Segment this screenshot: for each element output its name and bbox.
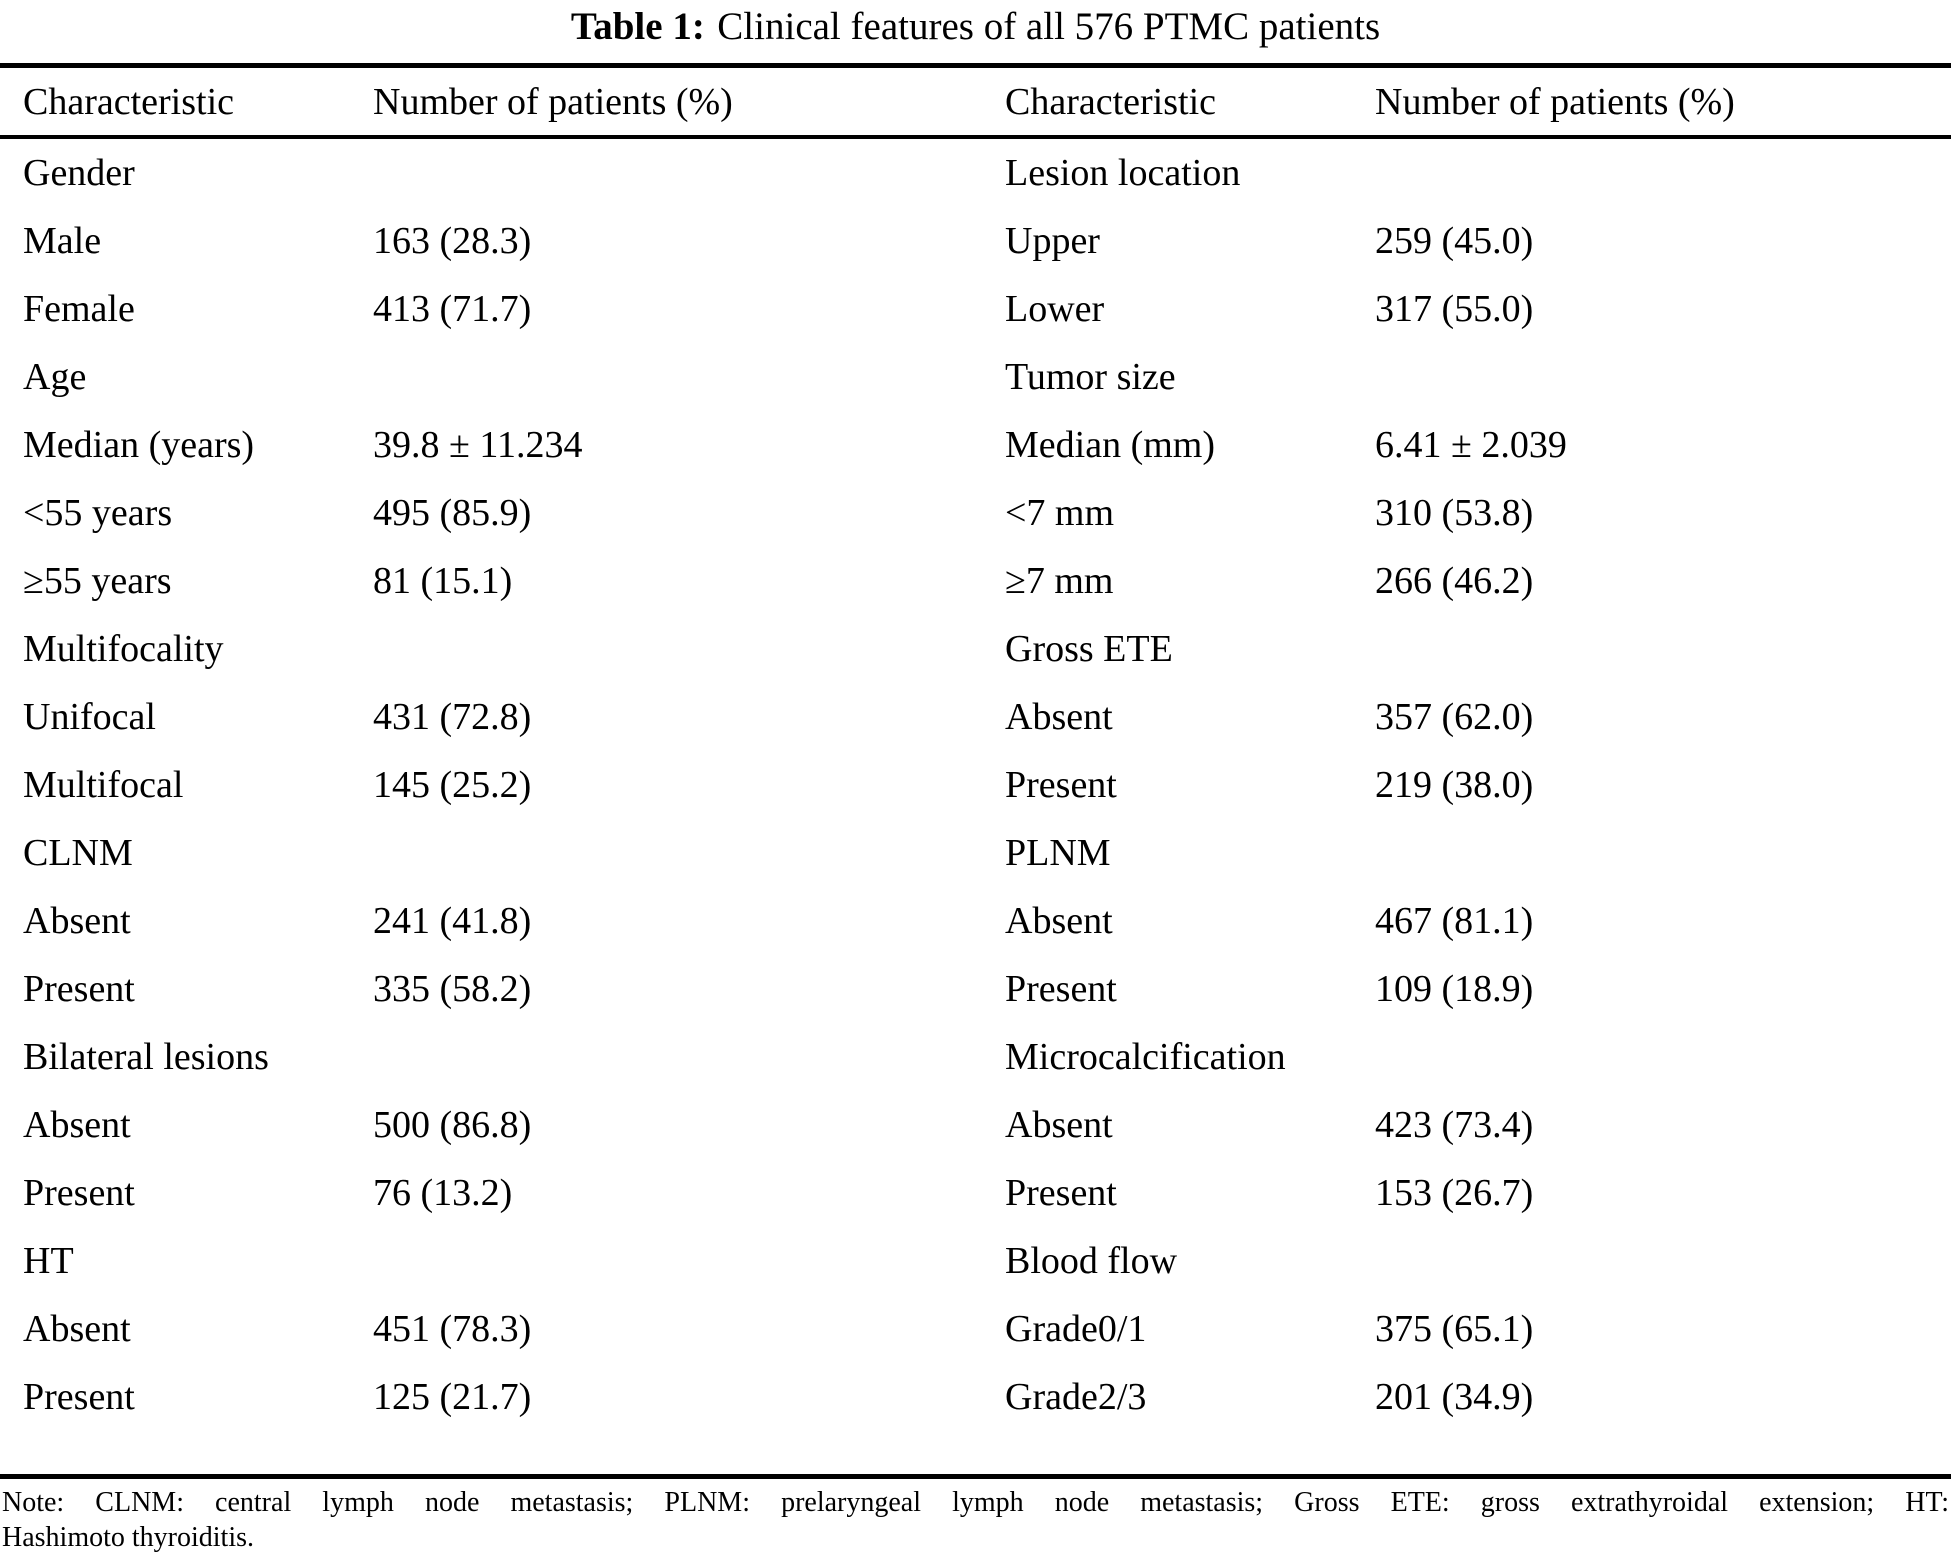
characteristic-cell: CLNM xyxy=(23,832,133,874)
characteristic-cell: Blood flow xyxy=(1005,1240,1178,1282)
value-cell: 259 (45.0) xyxy=(1375,220,1534,262)
characteristic-cell: Grade2/3 xyxy=(1005,1376,1147,1418)
header-characteristic-left: Characteristic xyxy=(23,80,235,123)
table-row: Bilateral lesions Microcalcification xyxy=(0,1023,1951,1091)
characteristic-cell: Present xyxy=(23,1376,135,1418)
table-row: ≥55 years 81 (15.1) ≥7 mm 266 (46.2) xyxy=(0,547,1951,615)
value-cell: 241 (41.8) xyxy=(373,900,532,942)
table-row: Absent 451 (78.3) Grade0/1 375 (65.1) xyxy=(0,1295,1951,1363)
value-cell: 317 (55.0) xyxy=(1375,288,1534,330)
value-cell: 467 (81.1) xyxy=(1375,900,1534,942)
characteristic-cell: Median (mm) xyxy=(1005,424,1216,466)
table-row: Absent 500 (86.8) Absent 423 (73.4) xyxy=(0,1091,1951,1159)
value-cell: 335 (58.2) xyxy=(373,968,532,1010)
characteristic-cell: Present xyxy=(23,1172,135,1214)
characteristic-cell: Microcalcification xyxy=(1005,1036,1286,1078)
value-cell: 153 (26.7) xyxy=(1375,1172,1534,1214)
value-cell: 375 (65.1) xyxy=(1375,1308,1534,1350)
characteristic-cell: PLNM xyxy=(1005,832,1111,874)
characteristic-cell: Median (years) xyxy=(23,424,255,466)
table-caption-label: Table 1: xyxy=(570,5,705,48)
characteristic-cell: Multifocal xyxy=(23,764,184,806)
table-caption-text: Clinical features of all 576 PTMC patien… xyxy=(717,5,1381,48)
characteristic-cell: Upper xyxy=(1005,220,1100,262)
characteristic-cell: Gross ETE xyxy=(1005,628,1173,670)
header-number-left: Number of patients (%) xyxy=(373,80,733,123)
header-rule xyxy=(0,135,1951,139)
value-cell: 145 (25.2) xyxy=(373,764,532,806)
value-cell: 6.41 ± 2.039 xyxy=(1375,424,1567,466)
characteristic-cell: Unifocal xyxy=(23,696,156,738)
table-row: <55 years 495 (85.9) <7 mm 310 (53.8) xyxy=(0,479,1951,547)
value-cell: 76 (13.2) xyxy=(373,1172,513,1214)
characteristic-cell: Absent xyxy=(23,1308,131,1350)
table-row: Multifocal 145 (25.2) Present 219 (38.0) xyxy=(0,751,1951,819)
header-characteristic-right: Characteristic xyxy=(1005,80,1217,123)
footnote-line-1: Note: CLNM: central lymph node metastasi… xyxy=(2,1487,1949,1518)
value-cell: 500 (86.8) xyxy=(373,1104,532,1146)
characteristic-cell: Age xyxy=(23,356,87,398)
value-cell: 201 (34.9) xyxy=(1375,1376,1534,1418)
table-row: Multifocality Gross ETE xyxy=(0,615,1951,683)
value-cell: 310 (53.8) xyxy=(1375,492,1534,534)
characteristic-cell: Male xyxy=(23,220,102,262)
characteristic-cell: Absent xyxy=(23,900,131,942)
table-row: Median (years) 39.8 ± 11.234 Median (mm)… xyxy=(0,411,1951,479)
table-caption: Table 1: Clinical features of all 576 PTM… xyxy=(0,0,1951,63)
table-header-row: Characteristic Number of patients (%) Ch… xyxy=(0,68,1951,135)
table-body: Gender Lesion location Male 163 (28.3) U… xyxy=(0,139,1951,1474)
table-row: HT Blood flow xyxy=(0,1227,1951,1295)
table-row: Absent 241 (41.8) Absent 467 (81.1) xyxy=(0,887,1951,955)
characteristic-cell: Multifocality xyxy=(23,628,224,670)
table-row: Gender Lesion location xyxy=(0,139,1951,207)
table-row: Present 335 (58.2) Present 109 (18.9) xyxy=(0,955,1951,1023)
value-cell: 413 (71.7) xyxy=(373,288,532,330)
characteristic-cell: Lesion location xyxy=(1005,152,1241,194)
bottom-rule xyxy=(0,1474,1951,1479)
value-cell: 266 (46.2) xyxy=(1375,560,1534,602)
table-row: Male 163 (28.3) Upper 259 (45.0) xyxy=(0,207,1951,275)
characteristic-cell: Absent xyxy=(1005,1104,1113,1146)
characteristic-cell: Present xyxy=(23,968,135,1010)
table-row: CLNM PLNM xyxy=(0,819,1951,887)
table-row: Female 413 (71.7) Lower 317 (55.0) xyxy=(0,275,1951,343)
value-cell: 431 (72.8) xyxy=(373,696,532,738)
characteristic-cell: HT xyxy=(23,1240,74,1282)
footnote-line-2: Hashimoto thyroiditis. xyxy=(2,1522,254,1553)
value-cell: 109 (18.9) xyxy=(1375,968,1534,1010)
table-footnote: Note: CLNM: central lymph node metastasi… xyxy=(0,1479,1951,1555)
characteristic-cell: ≥7 mm xyxy=(1005,560,1114,602)
characteristic-cell: Absent xyxy=(1005,900,1113,942)
value-cell: 423 (73.4) xyxy=(1375,1104,1534,1146)
characteristic-cell: Present xyxy=(1005,1172,1117,1214)
value-cell: 39.8 ± 11.234 xyxy=(373,424,583,466)
characteristic-cell: Absent xyxy=(23,1104,131,1146)
characteristic-cell: Present xyxy=(1005,764,1117,806)
characteristic-cell: Tumor size xyxy=(1005,356,1176,398)
value-cell: 163 (28.3) xyxy=(373,220,532,262)
table-row: Present 125 (21.7) Grade2/3 201 (34.9) xyxy=(0,1363,1951,1431)
characteristic-cell: Gender xyxy=(23,152,135,194)
value-cell: 451 (78.3) xyxy=(373,1308,532,1350)
top-rule xyxy=(0,63,1951,68)
value-cell: 495 (85.9) xyxy=(373,492,532,534)
value-cell: 219 (38.0) xyxy=(1375,764,1534,806)
characteristic-cell: <55 years xyxy=(23,492,173,534)
value-cell: 81 (15.1) xyxy=(373,560,513,602)
characteristic-cell: Present xyxy=(1005,968,1117,1010)
table-row: Present 76 (13.2) Present 153 (26.7) xyxy=(0,1159,1951,1227)
characteristic-cell: Absent xyxy=(1005,696,1113,738)
table-row: Unifocal 431 (72.8) Absent 357 (62.0) xyxy=(0,683,1951,751)
characteristic-cell: Lower xyxy=(1005,288,1105,330)
value-cell: 125 (21.7) xyxy=(373,1376,532,1418)
value-cell: 357 (62.0) xyxy=(1375,696,1534,738)
characteristic-cell: Bilateral lesions xyxy=(23,1036,269,1078)
header-number-right: Number of patients (%) xyxy=(1375,80,1735,123)
characteristic-cell: <7 mm xyxy=(1005,492,1115,534)
table-row: Age Tumor size xyxy=(0,343,1951,411)
characteristic-cell: Female xyxy=(23,288,135,330)
characteristic-cell: ≥55 years xyxy=(23,560,172,602)
characteristic-cell: Grade0/1 xyxy=(1005,1308,1147,1350)
